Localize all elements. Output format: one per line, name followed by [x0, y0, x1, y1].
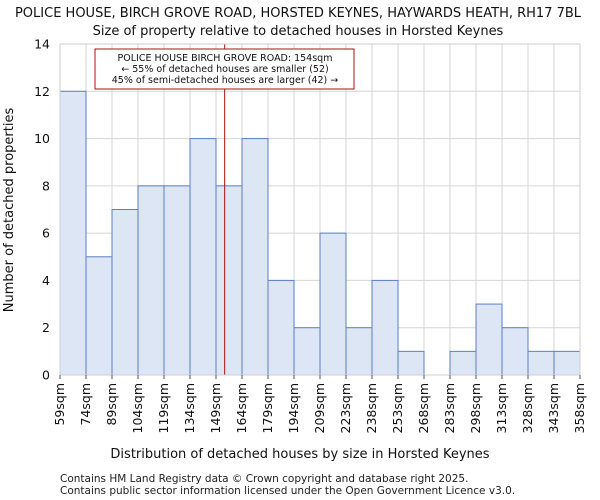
histogram-bar	[137, 185, 165, 376]
y-tick-label: 8	[42, 178, 50, 193]
chart-title: POLICE HOUSE, BIRCH GROVE ROAD, HORSTED …	[15, 6, 582, 21]
x-tick-label: 343sqm	[546, 383, 561, 433]
x-tick-label: 119sqm	[156, 383, 171, 433]
x-tick-label: 74sqm	[78, 383, 93, 426]
histogram-bar	[163, 185, 191, 376]
x-tick-label: 209sqm	[312, 383, 327, 433]
histogram-bar	[293, 327, 321, 376]
histogram-bar	[449, 350, 477, 376]
annotation-box: POLICE HOUSE BIRCH GROVE ROAD: 154sqm ← …	[94, 48, 355, 90]
annotation-frame	[94, 48, 355, 90]
x-tick-label: 149sqm	[208, 383, 223, 433]
x-tick-label: 328sqm	[520, 383, 535, 433]
footer-line-1: Contains HM Land Registry data © Crown c…	[60, 473, 468, 485]
x-tick-label: 134sqm	[182, 383, 197, 433]
y-tick-label: 14	[34, 37, 50, 52]
y-axis-label: Number of detached properties	[2, 108, 17, 313]
histogram-bar	[241, 138, 269, 376]
x-tick-label: 283sqm	[442, 383, 457, 433]
y-axis-ticks: 0 2 4 6 8 10 12 14	[34, 37, 50, 383]
y-tick-label: 10	[34, 131, 50, 146]
chart-subtitle: Size of property relative to detached ho…	[93, 24, 504, 39]
x-tick-label: 268sqm	[416, 383, 431, 433]
x-tick-label: 89sqm	[104, 383, 119, 426]
y-tick-label: 12	[34, 84, 50, 99]
x-tick-label: 253sqm	[390, 383, 405, 433]
y-tick-label: 6	[42, 226, 50, 241]
x-axis-ticks: 59sqm 74sqm 89sqm 104sqm 119sqm 134sqm 149sqm 1…	[52, 375, 587, 433]
histogram-bar	[59, 90, 87, 376]
histogram-bar	[85, 256, 113, 376]
histogram-bar	[267, 279, 295, 376]
x-tick-label: 179sqm	[260, 383, 275, 433]
histogram-bar	[553, 350, 581, 376]
histogram-bar	[215, 185, 243, 376]
histogram-bar	[345, 327, 373, 376]
x-tick-label: 194sqm	[286, 383, 301, 433]
x-tick-label: 238sqm	[364, 383, 379, 433]
x-tick-label: 313sqm	[494, 383, 509, 433]
histogram-bar	[319, 232, 347, 376]
histogram-bar	[371, 279, 399, 376]
annotation-line-2: ← 55% of detached houses are smaller (52…	[121, 64, 328, 75]
y-tick-label: 0	[42, 368, 50, 383]
x-tick-label: 104sqm	[130, 383, 145, 433]
histogram-bar	[189, 138, 217, 376]
histogram-bar	[501, 327, 529, 376]
x-axis-label: Distribution of detached houses by size …	[110, 447, 489, 462]
histogram-bar	[111, 209, 139, 376]
y-tick-label: 4	[42, 273, 50, 288]
histogram-bar	[475, 303, 503, 376]
annotation-line-3: 45% of semi-detached houses are larger (…	[112, 75, 339, 86]
bars	[59, 90, 581, 376]
x-tick-label: 59sqm	[52, 383, 67, 426]
x-tick-label: 358sqm	[572, 383, 587, 433]
x-tick-label: 223sqm	[338, 383, 353, 433]
annotation-line-1: POLICE HOUSE BIRCH GROVE ROAD: 154sqm	[118, 53, 333, 64]
y-tick-label: 2	[42, 320, 50, 335]
x-tick-label: 298sqm	[468, 383, 483, 433]
footer-line-2: Contains public sector information licen…	[60, 485, 515, 497]
histogram-bar	[527, 350, 555, 376]
x-tick-label: 164sqm	[234, 383, 249, 433]
histogram-bar	[397, 350, 425, 376]
